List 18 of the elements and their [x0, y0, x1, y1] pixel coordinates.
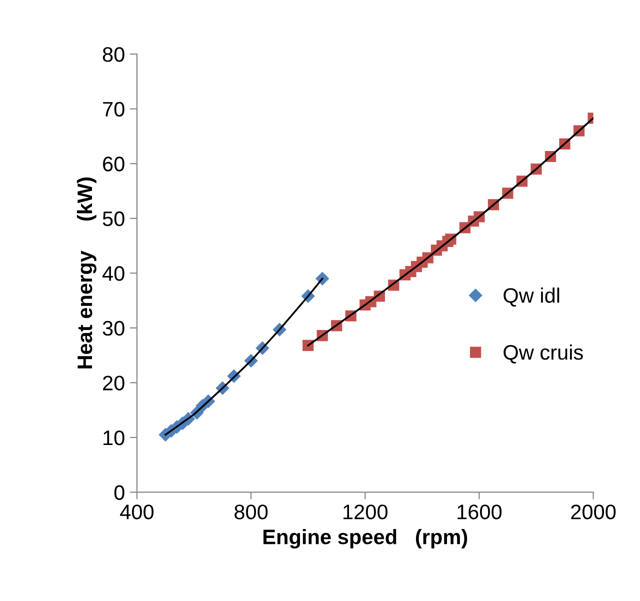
y-tick-label: 70	[103, 102, 124, 117]
y-tick-label: 0	[114, 485, 124, 500]
y-tick-label: 10	[104, 430, 124, 446]
x-tick-label: 2000	[571, 504, 616, 520]
x-tick-label: 1200	[344, 504, 388, 520]
y-tick-label: 60	[103, 156, 124, 172]
y-tick-label: 30	[102, 320, 124, 336]
legend-label: Qw cruis	[504, 344, 583, 364]
y-tick-label: 20	[103, 376, 124, 390]
y-tick-label: 80	[102, 47, 124, 62]
x-tick-label: 1600	[458, 504, 502, 520]
x-tick-label: 400	[120, 504, 154, 520]
y-tick-label: 50	[102, 211, 124, 226]
x-tick-label: 800	[234, 504, 268, 520]
x-axis-title: Engine speed (rpm)	[263, 529, 468, 549]
y-tick-label: 40	[102, 266, 124, 281]
y-axis-title: Heat energy (kW)	[76, 178, 96, 368]
legend-label: Qw idl	[504, 288, 560, 307]
